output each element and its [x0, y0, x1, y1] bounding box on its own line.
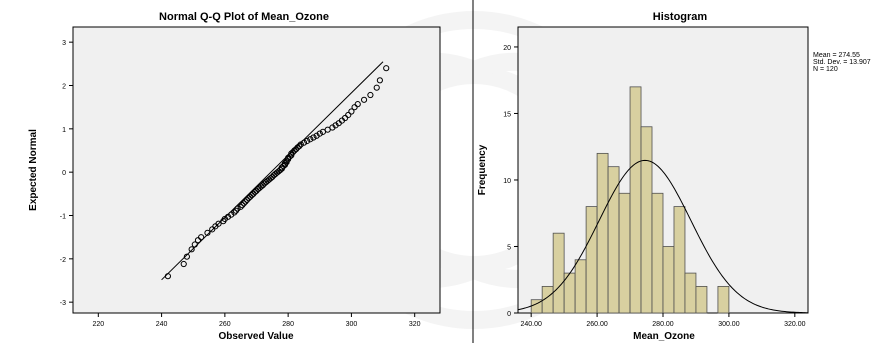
y-tick-label: 0 [507, 311, 511, 318]
data-point [288, 152, 295, 159]
x-tick-label: 300.00 [718, 321, 740, 328]
histogram-bar [662, 246, 675, 314]
y-axis-label: Frequency [477, 144, 488, 195]
y-tick-label: -3 [60, 300, 66, 307]
data-point [237, 203, 244, 210]
data-point [296, 143, 303, 150]
data-point [234, 205, 241, 212]
plot-area [72, 26, 441, 314]
data-point [367, 91, 374, 99]
histogram-bar [607, 166, 620, 314]
data-point [383, 65, 390, 72]
data-point [316, 130, 323, 137]
x-tick-label: 320 [409, 321, 421, 328]
data-point [376, 77, 383, 84]
y-tick-label: 10 [503, 178, 511, 185]
chart-title: Histogram [653, 11, 708, 23]
y-tick-label: 5 [507, 244, 511, 251]
histogram-bar [629, 86, 642, 314]
data-point [300, 139, 308, 146]
y-tick-label: 3 [62, 40, 66, 47]
histogram-bar [717, 285, 730, 314]
x-tick-label: 320.00 [784, 321, 806, 328]
histogram-bar [640, 126, 653, 314]
x-axis-label: Observed Value [218, 331, 293, 342]
x-tick-label: 280 [282, 321, 294, 328]
reference-line [161, 61, 384, 281]
data-point [188, 246, 195, 253]
y-axis-label: Expected Normal [28, 129, 39, 211]
data-point [215, 220, 222, 227]
x-tick-label: 240.00 [520, 321, 542, 328]
data-point [345, 111, 352, 119]
data-point [310, 134, 317, 141]
data-point [373, 84, 380, 91]
y-tick-label: -1 [60, 214, 66, 221]
data-point [297, 141, 304, 148]
data-point [304, 137, 311, 145]
x-tick-label: 280.00 [652, 321, 674, 328]
stat-std-dev: Std. Dev. = 13.907 [813, 59, 871, 66]
x-tick-label: 260 [219, 321, 231, 328]
histogram-bar [684, 272, 697, 314]
data-point [360, 96, 368, 103]
x-axis: 240.00 260.00 280.00 300.00 320.00 [520, 313, 806, 328]
histogram-bar [695, 285, 708, 314]
data-point [286, 153, 293, 160]
histogram-bar [673, 206, 686, 314]
y-axis: 0 5 10 15 20 [503, 45, 518, 318]
x-tick-label: 220 [92, 321, 104, 328]
stat-n: N = 120 [813, 66, 838, 73]
histogram-bar [651, 192, 664, 314]
y-tick-label: 15 [503, 111, 511, 118]
histogram-bars [530, 86, 730, 314]
histogram-bar [618, 192, 631, 314]
data-point [183, 253, 190, 260]
data-point [180, 260, 187, 268]
x-tick-label: 240 [156, 321, 168, 328]
histogram-bar [596, 152, 609, 314]
chart-title: Normal Q-Q Plot of Mean_Ozone [159, 11, 329, 23]
qq-plot-panel: Normal Q-Q Plot of Mean_Ozone -3 -2 -1 0 1 2 3… [28, 11, 441, 342]
y-tick-label: 0 [62, 170, 66, 177]
histogram-panel: Histogram 0 5 10 15 20 240.00 260.00 280.00 300… [477, 11, 871, 342]
histogram-bar [585, 206, 598, 314]
data-point [307, 136, 314, 143]
data-point [231, 209, 238, 216]
y-axis: -3 -2 -1 0 1 2 3 [60, 40, 73, 307]
y-tick-label: 1 [62, 127, 66, 134]
data-point [242, 198, 249, 205]
data-points [164, 65, 390, 280]
x-tick-label: 300 [346, 321, 358, 328]
histogram-bar [574, 259, 587, 314]
stat-mean: Mean = 274.55 [813, 52, 860, 59]
y-tick-label: 20 [503, 45, 511, 52]
data-point [198, 234, 205, 241]
statistics-legend: Mean = 274.55 Std. Dev. = 13.907 N = 120 [813, 52, 871, 73]
histogram-bar [552, 232, 565, 314]
data-point [164, 273, 172, 280]
data-point [283, 157, 290, 164]
data-point [240, 200, 247, 207]
data-point [191, 241, 198, 248]
y-tick-label: 2 [62, 84, 66, 91]
x-axis: 220 240 260 280 300 320 [92, 313, 421, 328]
data-point [348, 108, 355, 115]
data-point [354, 101, 361, 108]
y-tick-label: -2 [60, 257, 66, 264]
x-tick-label: 260.00 [586, 321, 608, 328]
data-point [239, 202, 246, 209]
x-axis-label: Mean_Ozone [633, 331, 695, 342]
data-point [204, 229, 211, 236]
normal-curve [517, 159, 809, 314]
